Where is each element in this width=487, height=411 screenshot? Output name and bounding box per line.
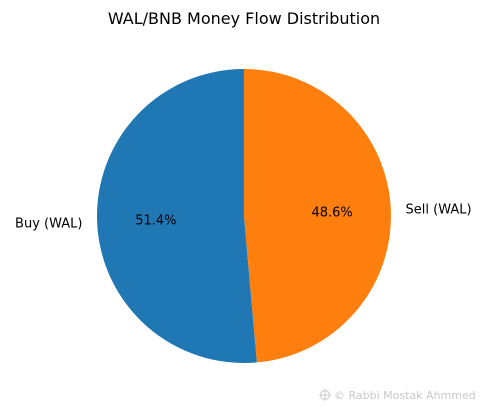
watermark: © Rabbi Mostak Ahmmed <box>319 389 476 402</box>
slice-percent-label: 51.4% <box>135 213 176 228</box>
chart-title: WAL/BNB Money Flow Distribution <box>108 9 380 28</box>
pie-slice-1 <box>96 68 257 363</box>
watermark-text: © Rabbi Mostak Ahmmed <box>334 389 476 402</box>
slice-label: Buy (WAL) <box>15 217 82 232</box>
pie-slice-2 <box>244 69 391 363</box>
slice-label: Sell (WAL) <box>406 202 472 217</box>
slice-percent-label: 48.6% <box>311 206 352 221</box>
pie-labels: Buy (WAL) 51.4% Sell (WAL) 48.6% <box>15 202 472 231</box>
watermark-logo-icon <box>319 389 331 401</box>
pie-slices <box>96 68 391 363</box>
